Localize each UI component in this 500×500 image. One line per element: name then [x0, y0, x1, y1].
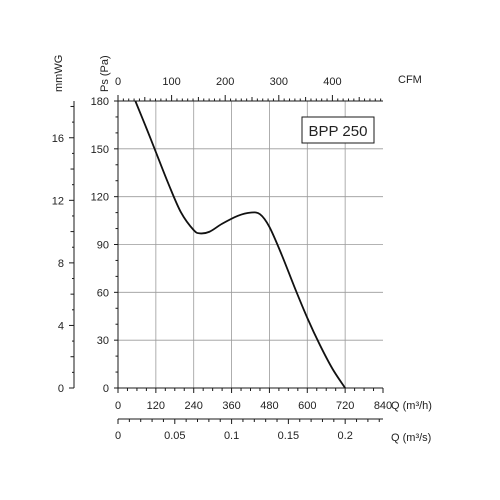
ps-tick-label: 150 — [91, 144, 109, 156]
model-label-box: BPP 250 — [301, 116, 375, 144]
cfm-tick-label: 400 — [323, 76, 341, 88]
q-m3h-tick-label: 840 — [374, 400, 392, 412]
ps-tick-label: 180 — [91, 96, 109, 108]
q-m3s-axis-title: Q (m³/s) — [391, 432, 431, 444]
model-label: BPP 250 — [309, 123, 368, 140]
model-label-frame — [301, 116, 375, 144]
cfm-tick-label: 0 — [115, 76, 121, 88]
q-m3s-tick-label: 0.2 — [338, 430, 353, 442]
q-m3h-axis-title: Q (m³/h) — [391, 400, 432, 412]
cfm-axis-title: CFM — [398, 74, 422, 86]
mmwg-tick-label: 0 — [58, 383, 64, 395]
mmwg-tick-label: 12 — [52, 195, 64, 207]
mmwg-axis-title: mmWG — [53, 55, 65, 92]
cfm-tick-label: 100 — [162, 76, 180, 88]
ps-tick-label: 120 — [91, 192, 109, 204]
cfm-tick-label: 200 — [216, 76, 234, 88]
ps-tick-label: 60 — [97, 287, 109, 299]
q-m3h-tick-label: 600 — [298, 400, 316, 412]
ps-tick-label: 0 — [103, 383, 109, 395]
fan-curve-line — [134, 100, 346, 389]
q-m3h-tick-label: 360 — [222, 400, 240, 412]
cfm-tick-label: 300 — [270, 76, 288, 88]
q-m3h-tick-label: 480 — [260, 400, 278, 412]
grid-lines — [118, 101, 383, 388]
q-m3s-tick-label: 0 — [115, 430, 121, 442]
q-m3h-tick-label: 120 — [147, 400, 165, 412]
performance-curve — [134, 100, 346, 389]
ps-axis-title: Ps (Pa) — [99, 55, 111, 92]
ps-tick-label: 30 — [97, 335, 109, 347]
axis-ticks — [69, 95, 384, 424]
mmwg-tick-label: 8 — [58, 258, 64, 270]
q-m3s-tick-label: 0.1 — [224, 430, 239, 442]
q-m3h-tick-label: 240 — [185, 400, 203, 412]
q-m3h-tick-label: 0 — [115, 400, 121, 412]
mmwg-tick-label: 16 — [52, 133, 64, 145]
q-m3s-tick-label: 0.15 — [278, 430, 299, 442]
q-m3h-tick-label: 720 — [336, 400, 354, 412]
mmwg-tick-label: 4 — [58, 320, 64, 332]
q-m3s-tick-label: 0.05 — [164, 430, 185, 442]
ps-tick-label: 90 — [97, 240, 109, 252]
